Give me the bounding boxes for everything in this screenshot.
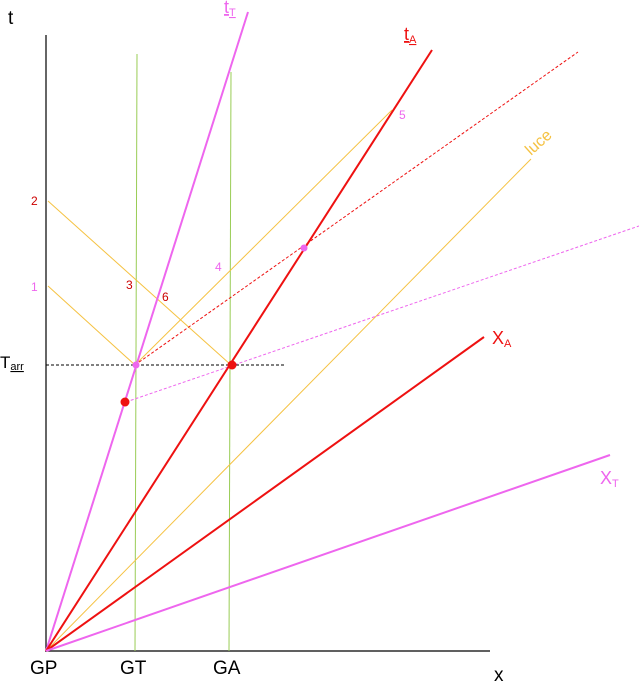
gt-worldline	[134, 53, 138, 652]
magenta-dashed-line	[125, 225, 639, 403]
light-line-from-gt-event	[134, 109, 393, 366]
event-number-5: 5	[399, 108, 406, 122]
xT-label: XT	[600, 468, 619, 490]
gt-label: GT	[120, 658, 147, 679]
xA-line	[45, 336, 485, 652]
x-axis-label: x	[494, 665, 504, 686]
gp-label: GP	[30, 658, 57, 679]
event-dot-magenta-gt	[132, 361, 140, 369]
tT-label: tT	[224, 0, 236, 19]
xA-label: XA	[492, 328, 512, 350]
xT-line	[45, 454, 611, 652]
tarr-label: Tarr	[0, 353, 24, 373]
tT-label-sub: T	[229, 7, 236, 19]
event-number-1: 1	[31, 280, 38, 294]
tT-label-main: t	[224, 0, 229, 17]
light-line-origin	[45, 158, 532, 652]
xA-label-main: X	[492, 328, 504, 348]
luce-label: luce	[522, 127, 555, 159]
red-dashed-line	[134, 51, 579, 366]
event-dot-magenta-ta	[300, 244, 308, 252]
tA-line	[45, 49, 433, 652]
xT-label-main: X	[600, 468, 612, 488]
light-line-incoming-2	[47, 200, 232, 366]
tarr-label-sub: arr	[10, 361, 24, 373]
event-number-6: 6	[162, 290, 169, 304]
light-line-incoming-1	[47, 285, 136, 366]
tarr-label-main: T	[0, 353, 10, 372]
event-number-2: 2	[31, 194, 38, 208]
t-axis-label: t	[8, 8, 14, 29]
event-number-3: 3	[126, 278, 133, 292]
xA-label-sub: A	[504, 338, 512, 350]
tA-label-sub: A	[409, 34, 417, 46]
ga-label: GA	[213, 658, 241, 679]
event-dot-red-ga	[227, 360, 237, 370]
tA-label-main: t	[404, 24, 409, 44]
event-dot-red-gt	[120, 397, 130, 407]
tT-line	[45, 11, 249, 652]
event-number-4: 4	[215, 260, 222, 274]
xT-label-sub: T	[612, 478, 619, 490]
tA-label: tA	[404, 24, 417, 46]
